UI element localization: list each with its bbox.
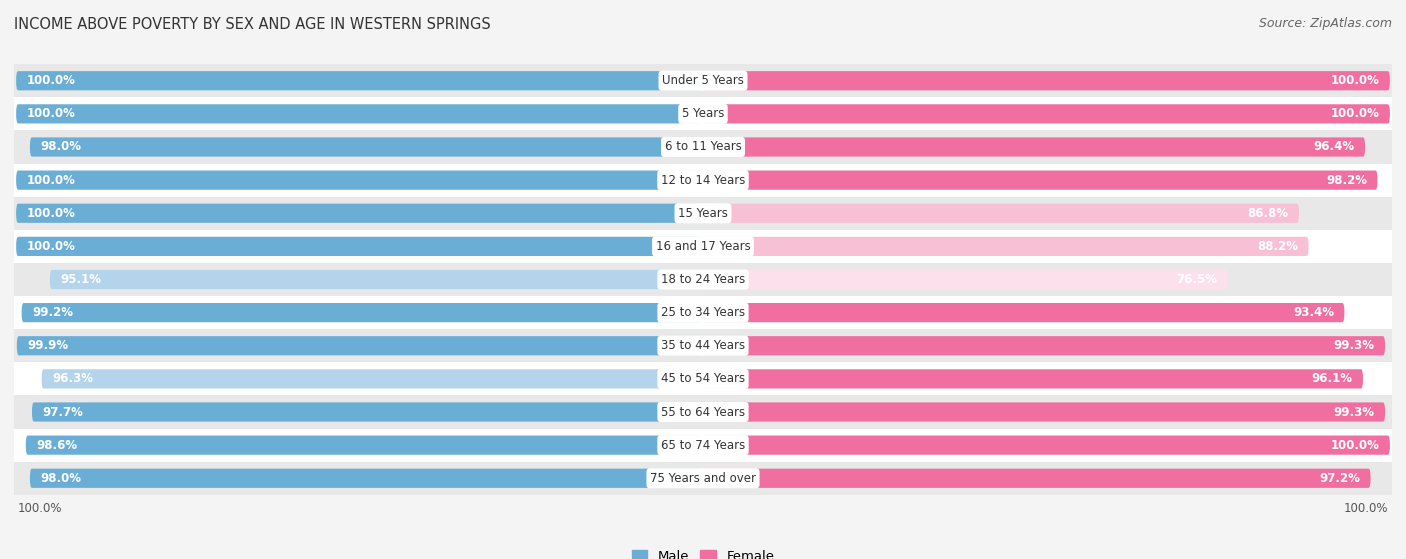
FancyBboxPatch shape <box>703 303 1344 322</box>
Bar <box>14 64 1392 97</box>
Bar <box>14 329 1392 362</box>
Bar <box>14 97 1392 130</box>
Text: 35 to 44 Years: 35 to 44 Years <box>661 339 745 352</box>
Text: 99.3%: 99.3% <box>1334 405 1375 419</box>
FancyBboxPatch shape <box>30 468 703 488</box>
Text: 98.0%: 98.0% <box>41 472 82 485</box>
Text: 100.0%: 100.0% <box>1330 74 1379 87</box>
FancyBboxPatch shape <box>17 336 703 356</box>
Text: 96.3%: 96.3% <box>52 372 93 385</box>
Text: 16 and 17 Years: 16 and 17 Years <box>655 240 751 253</box>
Text: 100.0%: 100.0% <box>27 107 76 120</box>
Text: 55 to 64 Years: 55 to 64 Years <box>661 405 745 419</box>
FancyBboxPatch shape <box>703 203 1299 223</box>
Text: INCOME ABOVE POVERTY BY SEX AND AGE IN WESTERN SPRINGS: INCOME ABOVE POVERTY BY SEX AND AGE IN W… <box>14 17 491 32</box>
Text: 100.0%: 100.0% <box>1330 107 1379 120</box>
Text: 75 Years and over: 75 Years and over <box>650 472 756 485</box>
Bar <box>14 263 1392 296</box>
Text: 98.2%: 98.2% <box>1326 174 1367 187</box>
Text: 88.2%: 88.2% <box>1257 240 1298 253</box>
Text: 100.0%: 100.0% <box>27 74 76 87</box>
FancyBboxPatch shape <box>15 203 703 223</box>
Text: 100.0%: 100.0% <box>27 207 76 220</box>
Bar <box>14 462 1392 495</box>
FancyBboxPatch shape <box>703 402 1385 421</box>
FancyBboxPatch shape <box>703 237 1309 256</box>
Text: 99.2%: 99.2% <box>32 306 73 319</box>
FancyBboxPatch shape <box>30 138 703 157</box>
FancyBboxPatch shape <box>703 71 1391 91</box>
Text: 99.3%: 99.3% <box>1334 339 1375 352</box>
Text: Source: ZipAtlas.com: Source: ZipAtlas.com <box>1258 17 1392 30</box>
FancyBboxPatch shape <box>15 170 703 190</box>
Text: 6 to 11 Years: 6 to 11 Years <box>665 140 741 154</box>
Text: 98.6%: 98.6% <box>37 439 77 452</box>
Bar <box>14 164 1392 197</box>
Bar <box>14 395 1392 429</box>
Text: Under 5 Years: Under 5 Years <box>662 74 744 87</box>
Text: 98.0%: 98.0% <box>41 140 82 154</box>
Text: 100.0%: 100.0% <box>1330 439 1379 452</box>
Text: 100.0%: 100.0% <box>1344 503 1389 515</box>
Text: 97.7%: 97.7% <box>42 405 83 419</box>
Bar <box>14 230 1392 263</box>
Legend: Male, Female: Male, Female <box>626 544 780 559</box>
Text: 5 Years: 5 Years <box>682 107 724 120</box>
Text: 99.9%: 99.9% <box>27 339 69 352</box>
Text: 76.5%: 76.5% <box>1177 273 1218 286</box>
FancyBboxPatch shape <box>32 402 703 421</box>
Text: 12 to 14 Years: 12 to 14 Years <box>661 174 745 187</box>
Text: 100.0%: 100.0% <box>17 503 62 515</box>
Text: 100.0%: 100.0% <box>27 174 76 187</box>
Text: 97.2%: 97.2% <box>1319 472 1360 485</box>
Text: 96.1%: 96.1% <box>1312 372 1353 385</box>
Text: 65 to 74 Years: 65 to 74 Years <box>661 439 745 452</box>
FancyBboxPatch shape <box>703 468 1371 488</box>
FancyBboxPatch shape <box>703 138 1365 157</box>
Bar <box>14 296 1392 329</box>
FancyBboxPatch shape <box>703 270 1227 289</box>
Bar <box>14 362 1392 395</box>
Text: 96.4%: 96.4% <box>1313 140 1355 154</box>
Bar <box>14 130 1392 164</box>
FancyBboxPatch shape <box>15 71 703 91</box>
FancyBboxPatch shape <box>42 369 703 389</box>
Text: 25 to 34 Years: 25 to 34 Years <box>661 306 745 319</box>
FancyBboxPatch shape <box>703 336 1385 356</box>
FancyBboxPatch shape <box>25 435 703 454</box>
Text: 93.4%: 93.4% <box>1294 306 1334 319</box>
Bar <box>14 197 1392 230</box>
FancyBboxPatch shape <box>15 105 703 124</box>
Text: 15 Years: 15 Years <box>678 207 728 220</box>
FancyBboxPatch shape <box>21 303 703 322</box>
FancyBboxPatch shape <box>49 270 703 289</box>
Text: 100.0%: 100.0% <box>27 240 76 253</box>
FancyBboxPatch shape <box>703 435 1391 454</box>
Text: 95.1%: 95.1% <box>60 273 101 286</box>
Text: 45 to 54 Years: 45 to 54 Years <box>661 372 745 385</box>
FancyBboxPatch shape <box>703 105 1391 124</box>
Text: 18 to 24 Years: 18 to 24 Years <box>661 273 745 286</box>
FancyBboxPatch shape <box>703 369 1362 389</box>
FancyBboxPatch shape <box>15 237 703 256</box>
FancyBboxPatch shape <box>703 170 1378 190</box>
Bar <box>14 429 1392 462</box>
Text: 86.8%: 86.8% <box>1247 207 1289 220</box>
